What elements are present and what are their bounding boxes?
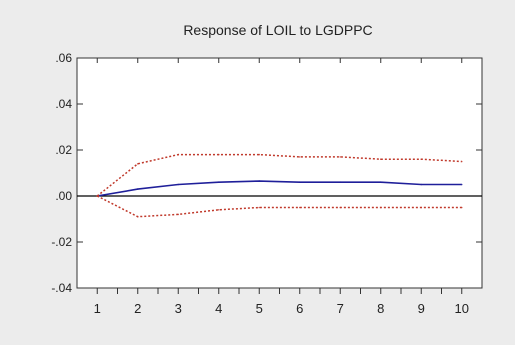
series-1-point [298, 156, 301, 158]
y-tick-label: .04 [55, 97, 72, 111]
y-tick-label: .02 [55, 143, 72, 157]
x-tick-label: 4 [215, 301, 222, 316]
series-0-point [258, 180, 261, 182]
y-tick-label: -.04 [51, 281, 72, 295]
series-0-point [298, 181, 301, 183]
x-tick-label: 2 [134, 301, 141, 316]
x-tick-label: 9 [418, 301, 425, 316]
x-tick-label: 10 [455, 301, 469, 316]
x-tick-label: 6 [296, 301, 303, 316]
series-0-point [339, 181, 342, 183]
x-tick-label: 5 [256, 301, 263, 316]
series-1-point [258, 153, 261, 156]
series-1-point [460, 160, 463, 163]
series-0-point [420, 183, 423, 186]
series-1-point [420, 158, 423, 160]
series-2-point [420, 206, 423, 209]
series-0-point [379, 181, 382, 183]
y-tick-label: .06 [55, 51, 72, 65]
y-tick-label: .00 [55, 189, 72, 203]
series-2-point [177, 213, 180, 216]
series-2-point [298, 206, 301, 209]
series-layer [77, 153, 482, 218]
series-2-point [339, 206, 342, 209]
series-0-point [217, 181, 220, 183]
series-1-point [217, 153, 220, 156]
series-1-point [379, 158, 382, 160]
x-tick-label: 8 [377, 301, 384, 316]
series-2-point [96, 195, 99, 197]
series-1-point [177, 153, 180, 156]
x-tick-label: 3 [175, 301, 182, 316]
series-2-point [217, 209, 220, 211]
axis-layer: -.04 -.02 .00 .02 .04 .06 1 2 3 4 5 6 7 8 9 10 [51, 51, 482, 316]
series-0-point [136, 188, 139, 190]
x-tick-label: 1 [94, 301, 101, 316]
series-line-0 [97, 180, 462, 197]
series-0-point [177, 183, 180, 186]
series-2-point [460, 206, 463, 209]
series-2-point [136, 215, 139, 218]
y-tick-label: -.02 [51, 235, 72, 249]
series-line-2 [96, 195, 462, 218]
chart-title: Response of LOIL to LGDPPC [183, 22, 372, 38]
plot-area [76, 57, 483, 289]
series-2-point [258, 206, 261, 209]
series-1-point [339, 156, 342, 158]
series-0-point [460, 183, 463, 186]
series-2-point [379, 206, 382, 209]
series-1-point [136, 163, 139, 165]
x-tick-label: 7 [337, 301, 344, 316]
series-line-1 [96, 153, 462, 197]
